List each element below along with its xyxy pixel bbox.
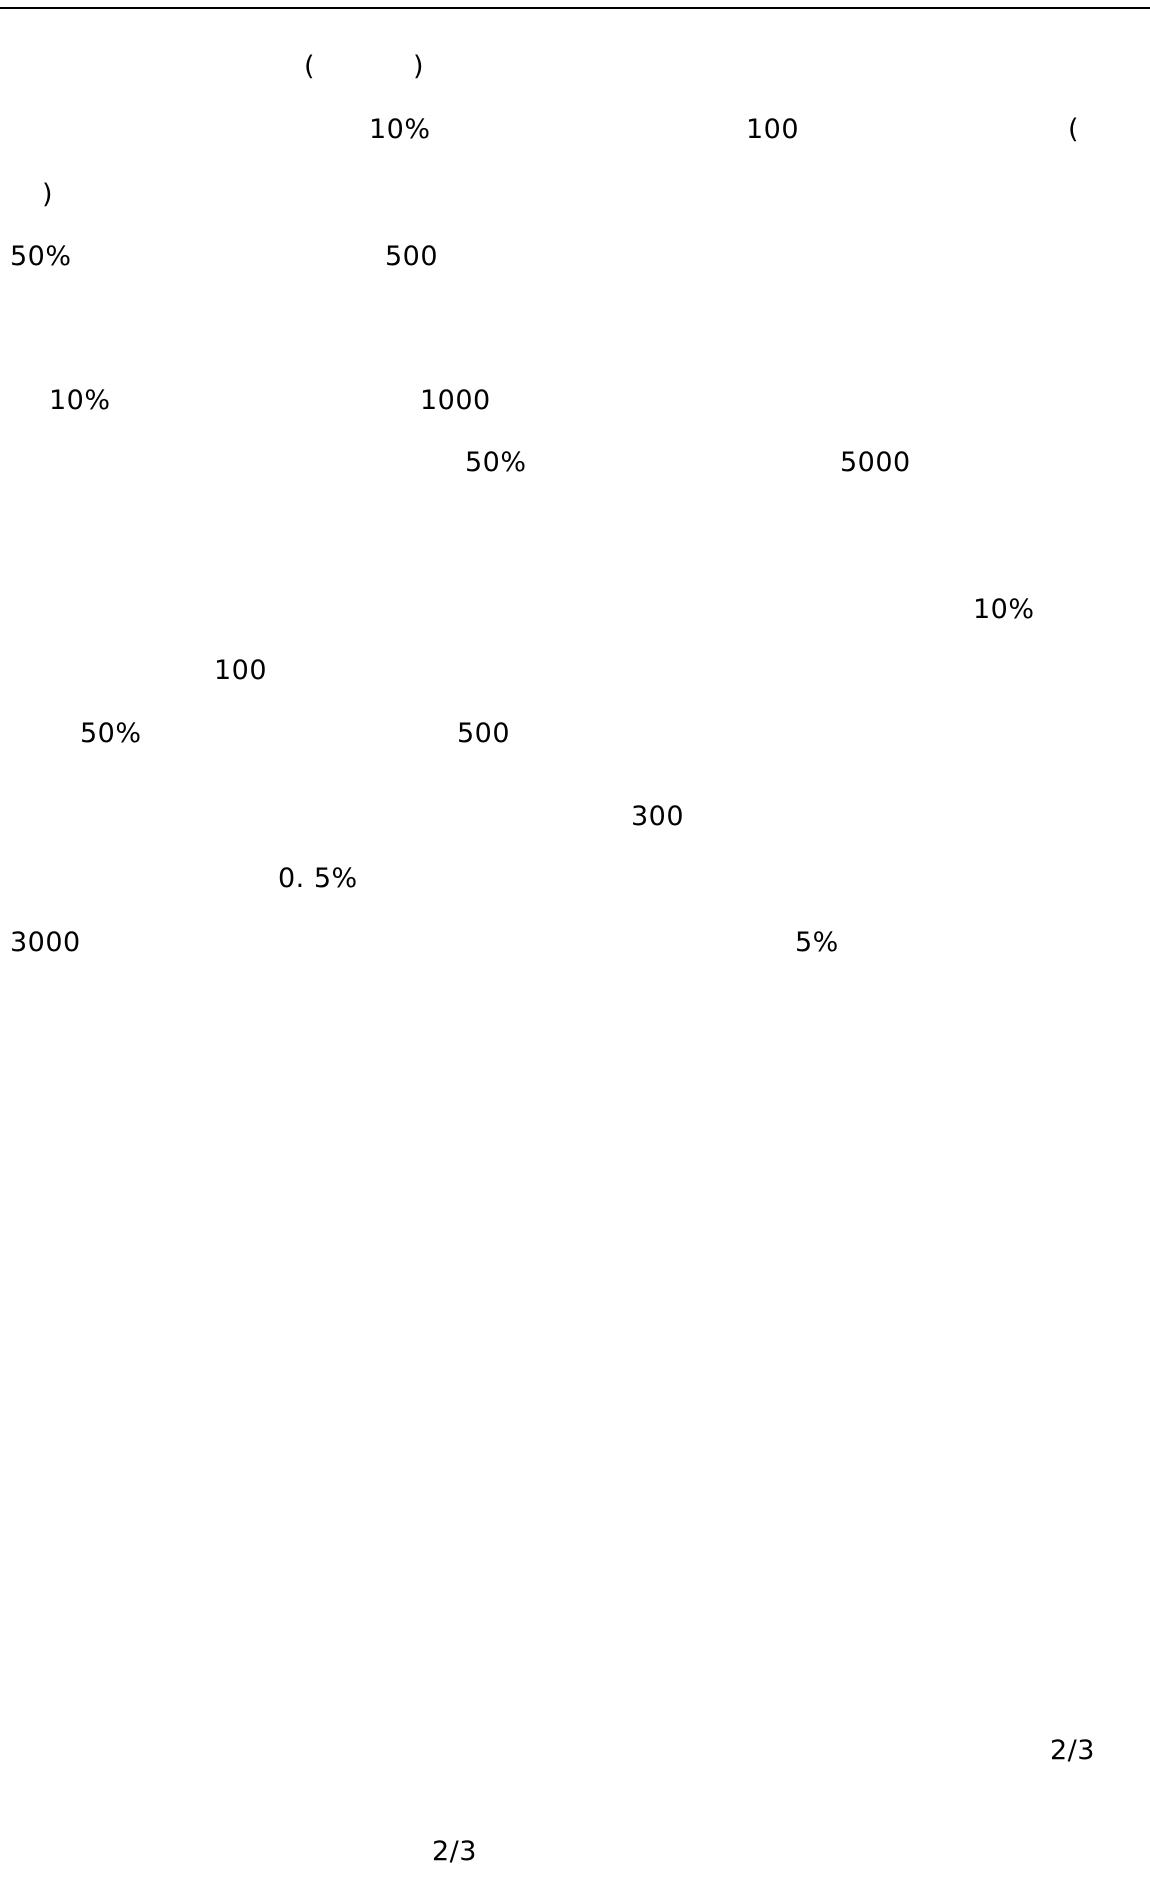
text-percent-10: 10%: [973, 594, 1035, 625]
title-paren-open: (: [304, 51, 316, 82]
page-number: 2/3: [432, 1836, 477, 1867]
text-number-100: 100: [214, 655, 268, 686]
title-paren-close: ): [413, 51, 425, 82]
text-number-100: 100: [746, 114, 800, 145]
text-paren-open: (: [1068, 114, 1080, 145]
text-number-500: 500: [457, 718, 511, 749]
text-number-1000: 1000: [420, 385, 491, 416]
text-number-3000: 3000: [10, 927, 81, 958]
page-ratio-label: 2/3: [1050, 1735, 1095, 1766]
text-paren-close: ): [42, 179, 54, 210]
text-percent-5: 5%: [795, 927, 839, 958]
text-percent-50: 50%: [10, 241, 72, 272]
text-number-300: 300: [631, 801, 685, 832]
text-percent-10: 10%: [369, 114, 431, 145]
text-number-5000: 5000: [840, 447, 911, 478]
text-percent-50: 50%: [80, 718, 142, 749]
text-percent-50: 50%: [465, 447, 527, 478]
header-rule: [0, 7, 1150, 9]
text-percent-10: 10%: [49, 385, 111, 416]
text-number-500: 500: [385, 241, 439, 272]
text-percent-0-5: 0. 5%: [278, 863, 358, 894]
